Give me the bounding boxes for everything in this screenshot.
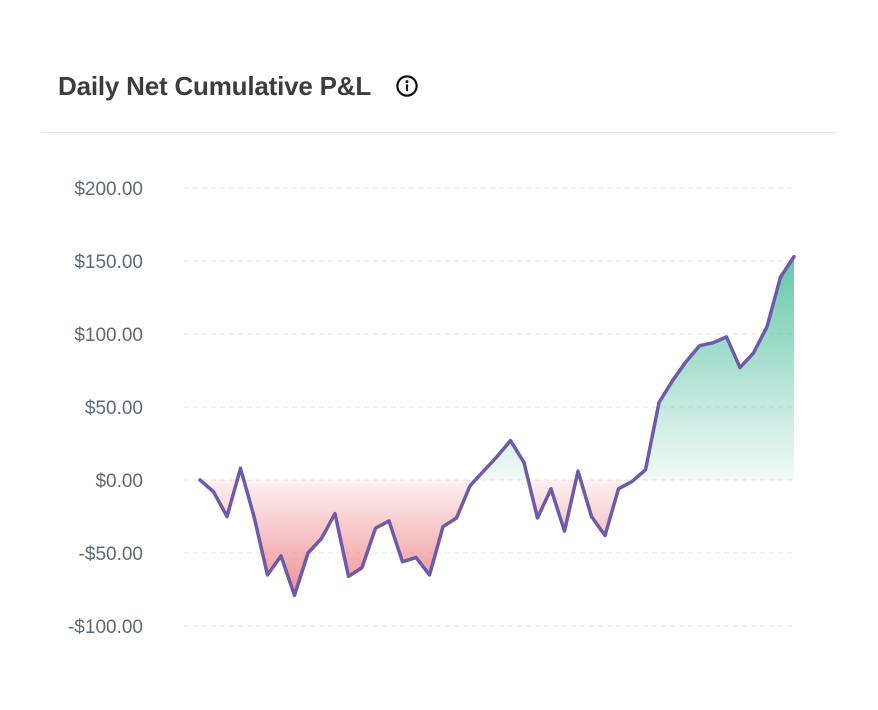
y-tick-label: $150.00 [74,252,143,273]
positive-area [200,256,794,480]
y-tick-label: $200.00 [74,179,143,200]
card-title: Daily Net Cumulative P&L [58,70,372,101]
y-axis-ticks: $200.00 $150.00 $100.00 $50.00 $0.00 -$50.00 -… [68,179,143,638]
y-tick-label: $0.00 [95,471,143,492]
y-tick-label: $100.00 [74,325,143,346]
y-tick-label: -$50.00 [79,544,143,565]
card-header: Daily Net Cumulative P&L [58,66,419,106]
info-circle-icon[interactable] [395,74,419,98]
header-divider [42,132,836,133]
y-tick-label: $50.00 [85,398,143,419]
y-tick-label: -$100.00 [68,617,143,638]
cumulative-pnl-line [198,254,796,598]
negative-area [200,480,794,596]
